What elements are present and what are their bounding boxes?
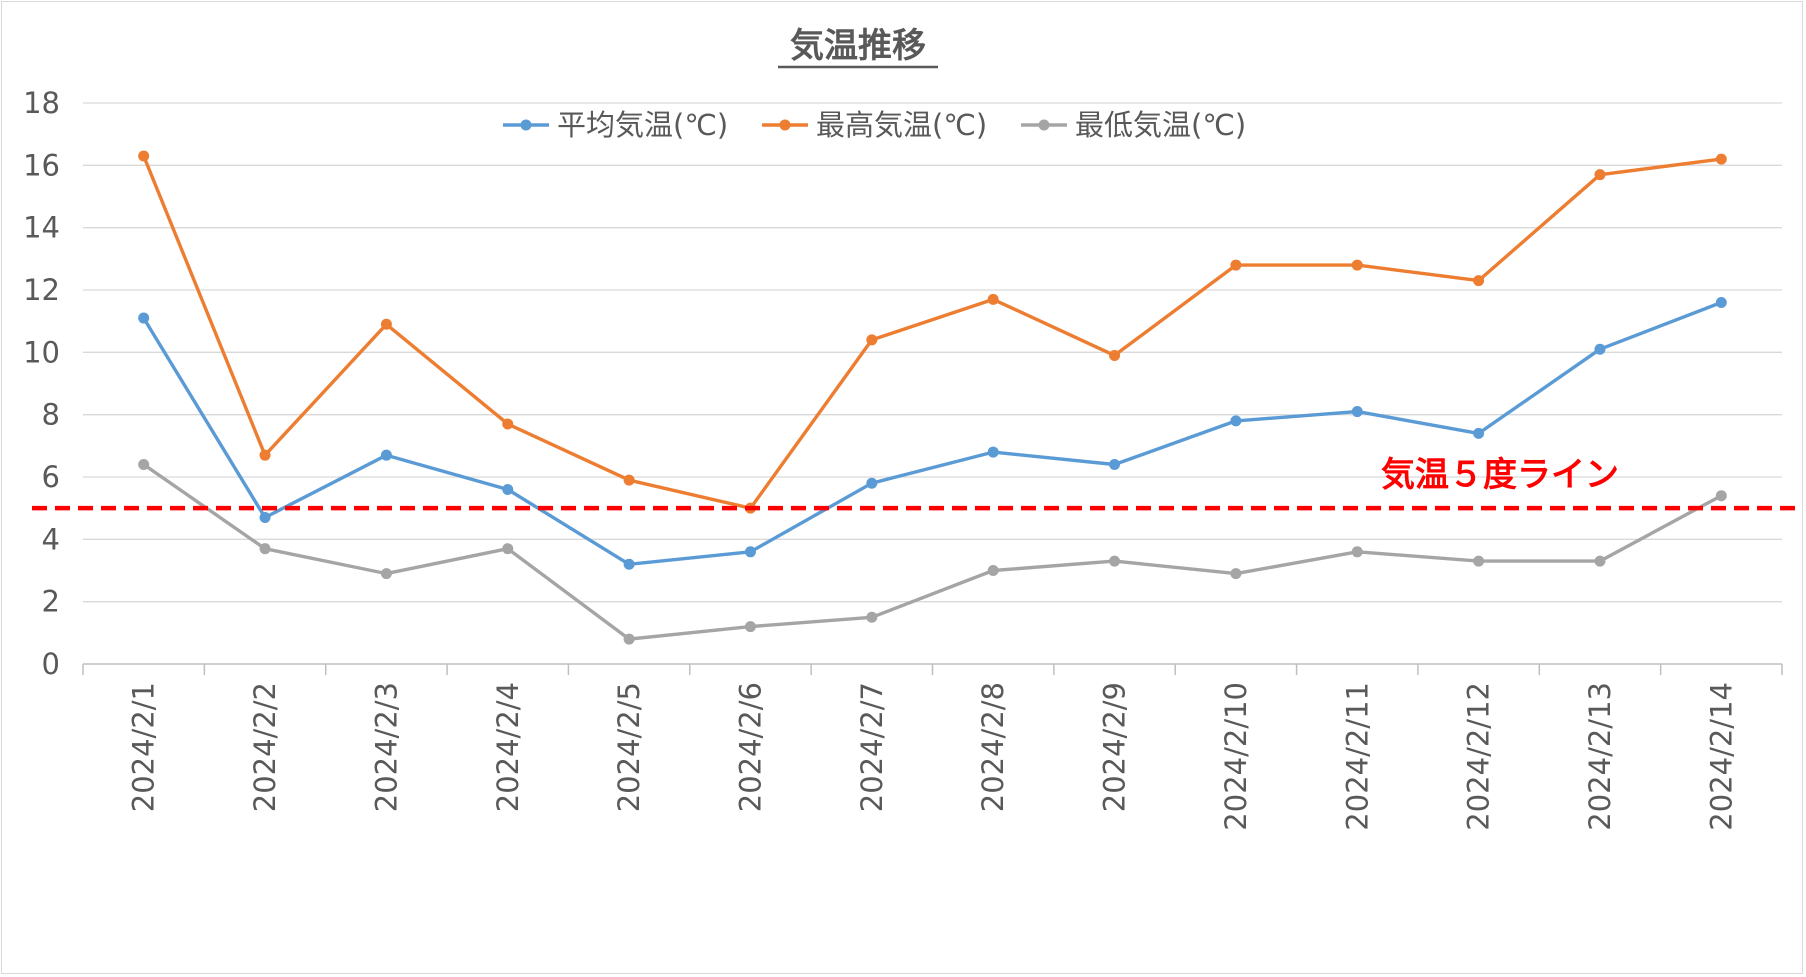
data-point <box>1109 555 1121 567</box>
data-point <box>1715 153 1727 165</box>
data-point <box>623 558 635 570</box>
reference-line-label: 気温５度ライン <box>1381 455 1619 495</box>
y-tick-label: 0 <box>42 647 60 681</box>
data-point <box>1351 259 1363 271</box>
x-axis-labels: 2024/2/1 2024/2/2 2024/2/3 2024/2/4 2024/2/5… <box>127 682 1739 831</box>
x-tick-label: 2024/2/7 <box>855 682 889 812</box>
data-point <box>866 334 878 346</box>
data-point <box>259 449 271 461</box>
data-point <box>987 565 999 576</box>
gridlines <box>83 102 1782 603</box>
x-tick-label: 2024/2/10 <box>1219 682 1253 831</box>
x-tick-label: 2024/2/14 <box>1704 682 1738 831</box>
chart-title: 気温推移 <box>790 26 926 66</box>
data-point <box>259 512 271 524</box>
data-point <box>502 418 514 430</box>
data-point <box>1230 259 1242 271</box>
y-tick-label: 4 <box>42 522 60 556</box>
x-tick-label: 2024/2/1 <box>127 682 161 812</box>
data-point <box>623 474 635 486</box>
data-point <box>1715 490 1727 502</box>
data-point <box>1109 349 1121 361</box>
legend-marker <box>520 119 532 131</box>
x-tick-label: 2024/2/8 <box>976 682 1010 812</box>
data-point <box>138 459 150 471</box>
x-axis <box>82 663 1783 675</box>
x-tick-label: 2024/2/9 <box>1098 682 1132 812</box>
data-point <box>1230 568 1242 580</box>
series-line <box>141 154 1724 510</box>
legend-item: 平均気温(℃) <box>503 108 728 142</box>
legend-label: 最低気温(℃) <box>1075 108 1246 142</box>
reference-line-group: 気温５度ライン <box>32 455 1802 511</box>
data-point <box>1230 415 1242 427</box>
data-point <box>259 543 271 555</box>
data-point <box>866 611 878 623</box>
x-tick-label: 2024/2/11 <box>1340 682 1374 831</box>
data-point <box>1109 459 1121 471</box>
data-point <box>1351 546 1363 558</box>
y-tick-label: 14 <box>23 211 60 245</box>
legend-marker <box>1038 119 1050 131</box>
series-line <box>141 462 1724 641</box>
data-point <box>1594 343 1606 355</box>
data-point <box>502 483 514 495</box>
data-point <box>138 312 150 324</box>
y-tick-label: 16 <box>23 148 60 182</box>
legend-marker <box>779 119 791 131</box>
legend-label: 最高気温(℃) <box>816 108 987 142</box>
series-0 <box>138 296 1727 570</box>
series-1 <box>138 150 1727 514</box>
data-point <box>1473 275 1485 287</box>
y-tick-label: 12 <box>23 273 60 307</box>
legend-label: 平均気温(℃) <box>557 108 728 142</box>
data-point <box>987 446 999 458</box>
data-point <box>987 293 999 305</box>
series-2 <box>138 459 1727 645</box>
data-point <box>380 568 392 580</box>
data-point <box>1473 555 1485 567</box>
legend-item: 最高気温(℃) <box>762 108 987 142</box>
x-tick-label: 2024/2/13 <box>1583 682 1617 831</box>
series-line <box>141 300 1724 566</box>
legend-item: 最低気温(℃) <box>1021 108 1246 142</box>
data-point <box>1473 427 1485 439</box>
data-point <box>138 150 150 162</box>
y-tick-label: 8 <box>42 398 60 432</box>
legend: 平均気温(℃) 最高気温(℃) 最低気温(℃) <box>503 108 1246 142</box>
data-point <box>1351 406 1363 418</box>
data-point <box>744 621 756 633</box>
data-point <box>1594 555 1606 567</box>
x-tick-label: 2024/2/4 <box>491 682 525 812</box>
y-tick-label: 18 <box>23 86 60 120</box>
x-tick-label: 2024/2/3 <box>369 682 403 812</box>
y-axis: 0 2 4 6 8 10 12 14 16 18 <box>23 86 60 681</box>
data-point <box>1715 296 1727 308</box>
data-point <box>380 318 392 330</box>
data-point <box>1594 169 1606 181</box>
data-point <box>623 633 635 645</box>
y-tick-label: 2 <box>42 585 60 619</box>
x-tick-label: 2024/2/2 <box>248 682 282 812</box>
x-tick-label: 2024/2/12 <box>1462 682 1496 831</box>
data-point <box>380 449 392 461</box>
data-point <box>744 546 756 558</box>
x-tick-label: 2024/2/5 <box>612 682 646 812</box>
y-tick-label: 10 <box>23 335 60 369</box>
data-point <box>502 543 514 555</box>
x-tick-label: 2024/2/6 <box>733 682 767 812</box>
y-tick-label: 6 <box>42 460 60 494</box>
series-lines <box>138 150 1727 645</box>
data-point <box>866 477 878 489</box>
